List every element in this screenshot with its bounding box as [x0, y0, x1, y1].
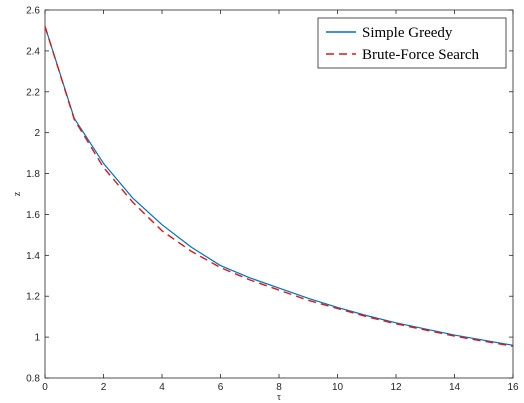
y-axis-label: z	[12, 191, 23, 196]
x-tick-label: 0	[42, 382, 48, 393]
y-tick-label: 2	[34, 128, 40, 139]
x-tick-label: 2	[101, 382, 107, 393]
x-tick-label: 10	[332, 382, 344, 393]
y-tick-label: 1.6	[26, 210, 40, 221]
legend: Simple Greedy Brute-Force Search	[317, 17, 507, 69]
x-tick-label: 12	[390, 382, 402, 393]
legend-box	[317, 17, 507, 69]
y-tick-label: 0.8	[26, 374, 40, 385]
series-line-simple-greedy	[44, 26, 514, 346]
x-tick-label: 16	[507, 382, 519, 393]
x-tick-labels: 0 2 4 6 8 10 12 14 16	[42, 382, 519, 393]
legend-label-brute-force-search: Brute-Force Search	[362, 47, 480, 63]
x-tick-label: 4	[159, 382, 165, 393]
y-tick-labels: 0.8 1 1.2 1.4 1.6 1.8 2 2.2 2.4 2.6	[26, 6, 40, 385]
y-tick-label: 1.2	[26, 292, 40, 303]
x-tick-label: 14	[449, 382, 461, 393]
y-tick-label: 2.6	[26, 6, 40, 17]
x-tick-label: 8	[276, 382, 282, 393]
tick-marks	[44, 9, 514, 379]
x-tick-label: 6	[218, 382, 224, 393]
x-axis-label: τ	[277, 392, 281, 403]
series-line-brute-force-search	[44, 26, 514, 347]
legend-label-simple-greedy: Simple Greedy	[362, 25, 453, 41]
y-tick-label: 1.8	[26, 169, 40, 180]
plot-frame	[44, 9, 514, 379]
y-tick-label: 1	[34, 333, 40, 344]
y-tick-label: 2.4	[26, 46, 40, 57]
series-lines	[44, 26, 514, 347]
y-tick-label: 2.2	[26, 87, 40, 98]
y-tick-label: 1.4	[26, 251, 40, 262]
